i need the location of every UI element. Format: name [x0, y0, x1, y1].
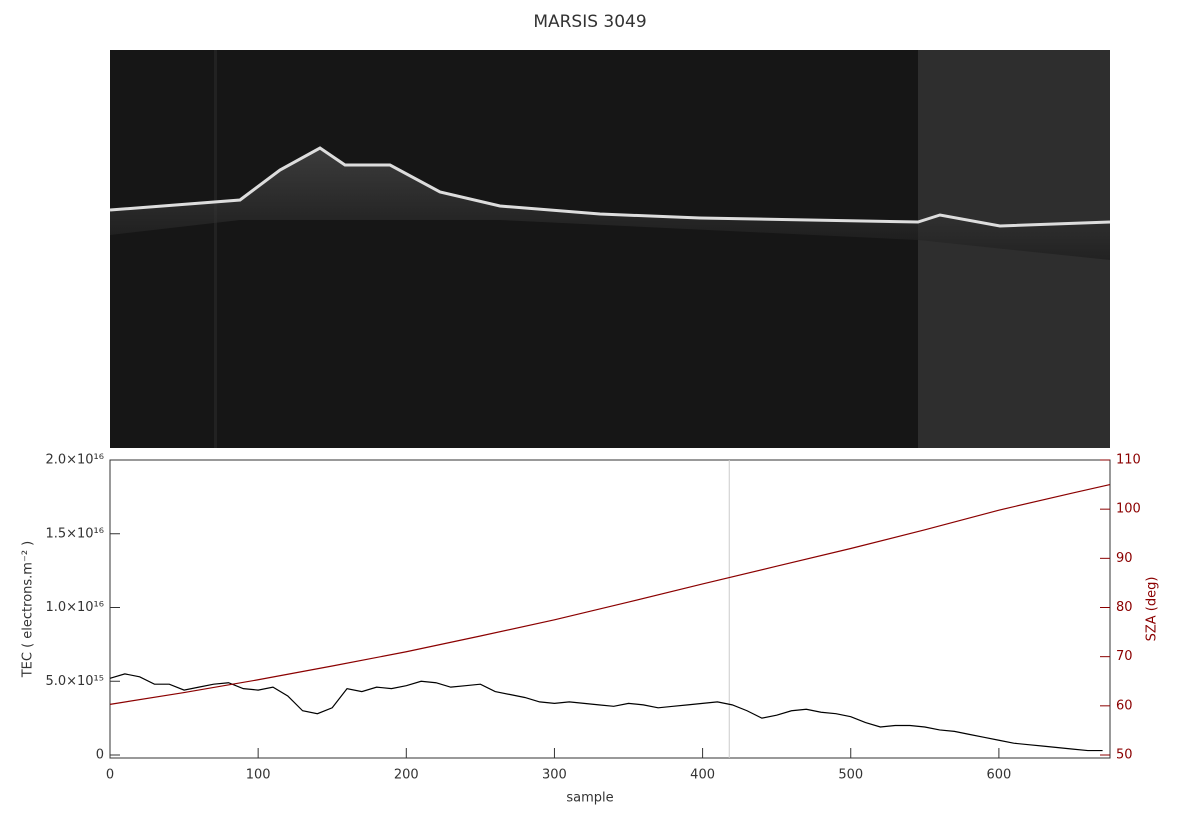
plot-frame: [109, 459, 1111, 759]
y2-tick-label: 60: [1116, 698, 1133, 713]
y2-axis-label: SZA (deg): [1145, 577, 1160, 642]
y-tick-label: 1.0×10¹⁶: [45, 600, 104, 615]
y2-tick-label: 50: [1116, 748, 1133, 763]
y2-tick-label: 70: [1116, 649, 1133, 664]
x-tick-label: 600: [986, 768, 1011, 783]
data-line: [109, 673, 1103, 752]
y2-tick-label: 80: [1116, 600, 1133, 615]
x-tick-label: 200: [394, 768, 419, 783]
y-tick-label: 5.0×10¹⁵: [45, 674, 104, 689]
x-tick-label: 100: [246, 768, 271, 783]
y-axis-label: TEC ( electrons.m⁻² ): [21, 541, 36, 679]
y-tick-label: 2.0×10¹⁶: [45, 453, 104, 468]
x-tick-label: 0: [106, 768, 114, 783]
x-tick-label: 500: [838, 768, 863, 783]
y-tick-label: 0: [96, 748, 104, 763]
y2-tick-label: 110: [1116, 453, 1141, 468]
x-tick-label: 400: [690, 768, 715, 783]
x-tick-label: 300: [542, 768, 567, 783]
y-tick-label: 1.5×10¹⁶: [45, 526, 104, 541]
x-axis-label: sample: [566, 791, 613, 806]
chart-title: MARSIS 3049: [533, 12, 646, 32]
y2-tick-label: 100: [1116, 502, 1141, 517]
radargram: [109, 50, 1111, 448]
data-line: [109, 483, 1111, 705]
y2-tick-label: 90: [1116, 551, 1133, 566]
